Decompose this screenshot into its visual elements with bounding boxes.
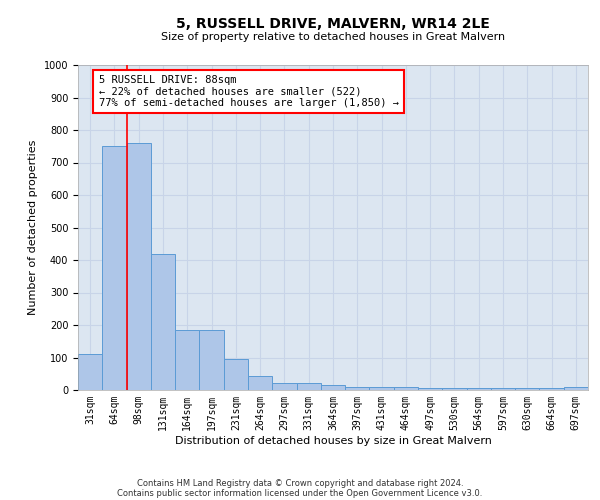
Y-axis label: Number of detached properties: Number of detached properties — [28, 140, 38, 315]
Bar — [175, 330, 199, 390]
Text: Size of property relative to detached houses in Great Malvern: Size of property relative to detached ho… — [161, 32, 505, 42]
Bar — [539, 388, 564, 390]
Bar — [467, 388, 491, 390]
Bar — [345, 387, 370, 390]
Bar — [491, 388, 515, 390]
Bar — [248, 376, 272, 390]
Bar — [394, 387, 418, 390]
Text: Contains public sector information licensed under the Open Government Licence v3: Contains public sector information licen… — [118, 488, 482, 498]
Bar — [127, 143, 151, 390]
X-axis label: Distribution of detached houses by size in Great Malvern: Distribution of detached houses by size … — [175, 436, 491, 446]
Bar — [224, 359, 248, 390]
Bar — [370, 387, 394, 390]
Bar — [442, 388, 467, 390]
Bar — [515, 388, 539, 390]
Bar — [151, 254, 175, 390]
Bar — [564, 387, 588, 390]
Bar — [418, 388, 442, 390]
Text: 5, RUSSELL DRIVE, MALVERN, WR14 2LE: 5, RUSSELL DRIVE, MALVERN, WR14 2LE — [176, 18, 490, 32]
Bar — [78, 354, 102, 390]
Text: 5 RUSSELL DRIVE: 88sqm
← 22% of detached houses are smaller (522)
77% of semi-de: 5 RUSSELL DRIVE: 88sqm ← 22% of detached… — [98, 74, 398, 108]
Text: Contains HM Land Registry data © Crown copyright and database right 2024.: Contains HM Land Registry data © Crown c… — [137, 478, 463, 488]
Bar — [296, 383, 321, 390]
Bar — [321, 385, 345, 390]
Bar — [102, 146, 127, 390]
Bar — [272, 383, 296, 390]
Bar — [199, 330, 224, 390]
